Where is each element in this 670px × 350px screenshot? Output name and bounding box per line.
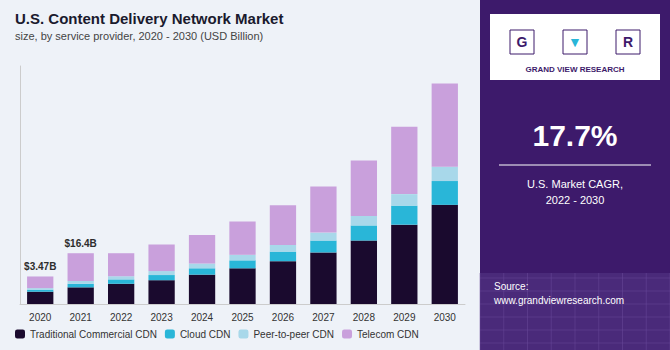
- svg-text:Cloud CDN: Cloud CDN: [180, 329, 231, 340]
- svg-text:2022: 2022: [110, 312, 133, 323]
- svg-text:U.S. Content Delivery Network: U.S. Content Delivery Network Market: [15, 10, 283, 27]
- svg-text:R: R: [623, 34, 633, 50]
- svg-text:2020: 2020: [29, 312, 52, 323]
- svg-text:Source:: Source:: [494, 281, 528, 292]
- svg-text:G: G: [517, 34, 528, 50]
- svg-text:2024: 2024: [191, 312, 214, 323]
- svg-text:Traditional Commercial CDN: Traditional Commercial CDN: [30, 329, 157, 340]
- svg-text:U.S. Market CAGR,: U.S. Market CAGR,: [527, 178, 623, 190]
- svg-text:2021: 2021: [70, 312, 93, 323]
- svg-text:2022 - 2030: 2022 - 2030: [546, 194, 605, 206]
- svg-text:2030: 2030: [434, 312, 457, 323]
- svg-text:size, by service provider, 202: size, by service provider, 2020 - 2030 (…: [15, 30, 263, 42]
- svg-text:▼: ▼: [568, 34, 582, 50]
- svg-text:2023: 2023: [150, 312, 173, 323]
- svg-text:2025: 2025: [231, 312, 254, 323]
- svg-text:www.grandviewresearch.com: www.grandviewresearch.com: [493, 295, 624, 306]
- svg-text:2028: 2028: [353, 312, 376, 323]
- svg-text:GRAND VIEW RESEARCH: GRAND VIEW RESEARCH: [525, 65, 624, 74]
- svg-text:Telecom CDN: Telecom CDN: [357, 329, 419, 340]
- svg-text:2027: 2027: [312, 312, 335, 323]
- svg-text:$16.4B: $16.4B: [65, 238, 97, 249]
- svg-text:17.7%: 17.7%: [532, 119, 617, 152]
- svg-text:2029: 2029: [393, 312, 416, 323]
- svg-text:$3.47B: $3.47B: [24, 261, 56, 272]
- svg-text:Peer-to-peer CDN: Peer-to-peer CDN: [253, 329, 334, 340]
- svg-text:2026: 2026: [272, 312, 295, 323]
